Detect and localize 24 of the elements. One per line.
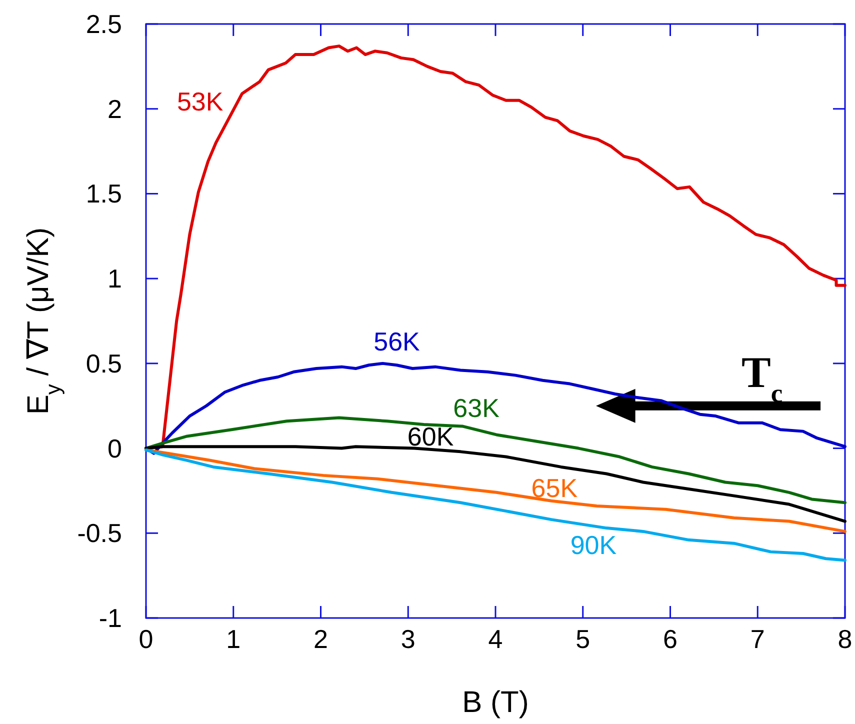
x-tick-label: 2 [314,624,328,654]
y-tick-label: 1 [108,264,122,294]
series-label: 60K [407,422,454,452]
y-tick-label: 0 [108,433,122,464]
x-tick-label: 3 [400,624,416,654]
x-axis-title: B (T) [462,686,529,719]
x-tick-label: 0 [138,624,154,654]
y-tick-label: 2 [108,94,122,124]
x-tick-label: 8 [838,624,852,654]
series-label: 63K [453,393,500,424]
series-label: 56K [374,326,421,356]
x-tick-label: 1 [226,624,241,654]
x-tick-label: 4 [488,624,503,654]
x-tick-label: 5 [576,624,590,654]
y-tick-label: -1 [98,603,122,633]
y-tick-label: 1.5 [86,178,122,209]
series-label: 53K [176,86,224,117]
y-tick-label: -0.5 [77,518,122,548]
y-tick-label: 2.5 [86,9,122,39]
series-label: 90K [570,530,618,560]
y-tick-label: 0.5 [86,348,122,378]
x-tick-label: 7 [750,624,765,654]
series-label: 65K [531,472,578,503]
x-tick-label: 6 [663,624,678,654]
